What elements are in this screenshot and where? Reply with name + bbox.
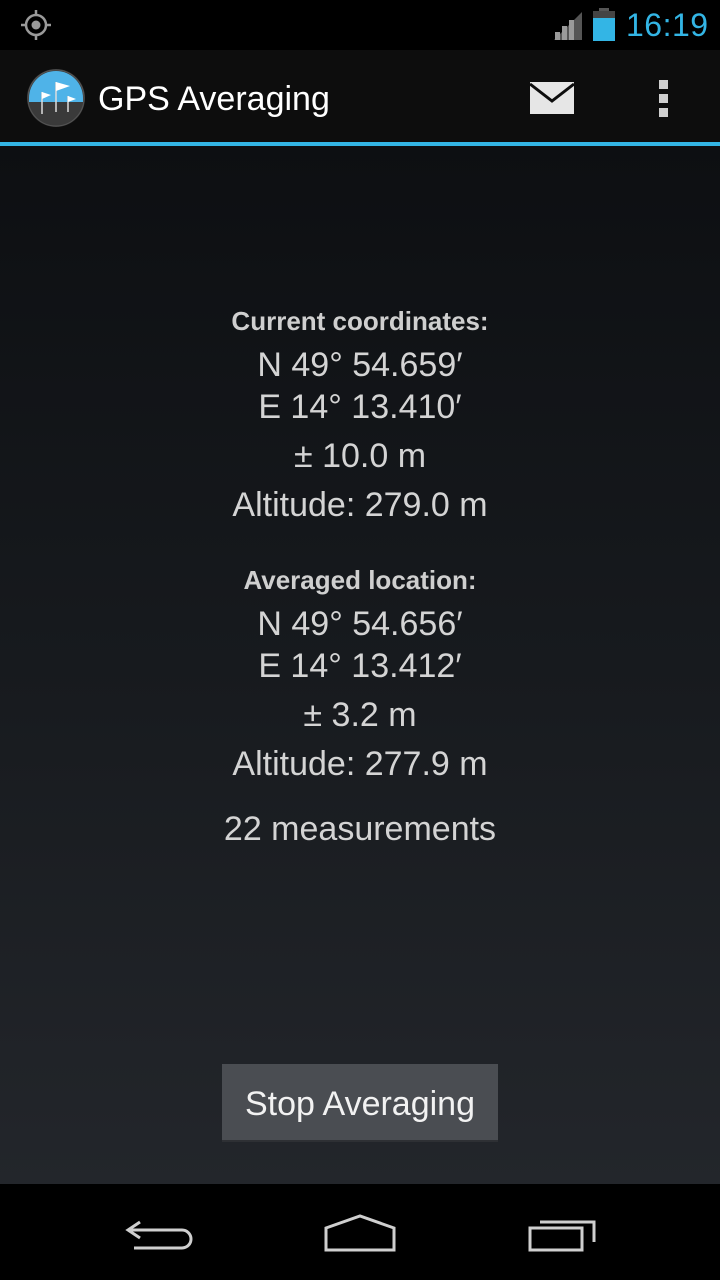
current-latitude: N 49° 54.659′ (257, 346, 463, 384)
averaged-longitude: E 14° 13.412′ (258, 647, 462, 685)
signal-icon (554, 12, 582, 40)
averaged-location-heading: Averaged location: (243, 565, 477, 595)
status-time: 16:19 (626, 7, 709, 43)
status-bar: 16:19 (0, 0, 720, 50)
battery-icon (593, 8, 615, 41)
gps-icon (21, 10, 51, 40)
mail-icon[interactable] (516, 70, 588, 126)
stop-averaging-button[interactable]: Stop Averaging (222, 1064, 498, 1142)
current-altitude: Altitude: 279.0 m (232, 486, 488, 524)
current-accuracy: ± 10.0 m (293, 437, 427, 475)
app-icon[interactable] (26, 68, 86, 128)
current-longitude: E 14° 13.410′ (258, 388, 462, 426)
averaged-altitude: Altitude: 277.9 m (232, 745, 488, 783)
averaged-latitude: N 49° 54.656′ (257, 605, 463, 643)
back-icon[interactable] (120, 1208, 200, 1256)
home-icon[interactable] (320, 1210, 400, 1256)
main-content: Current coordinates: N 49° 54.659′ E 14°… (0, 146, 720, 1184)
action-bar: GPS Averaging (0, 50, 720, 146)
measurement-count: 22 measurements (223, 810, 497, 848)
averaged-accuracy: ± 3.2 m (303, 696, 417, 734)
app-title: GPS Averaging (98, 80, 330, 118)
overflow-menu-icon[interactable] (640, 70, 688, 126)
current-coordinates-heading: Current coordinates: (231, 306, 489, 336)
navigation-bar (0, 1184, 720, 1280)
recents-icon[interactable] (524, 1210, 604, 1256)
